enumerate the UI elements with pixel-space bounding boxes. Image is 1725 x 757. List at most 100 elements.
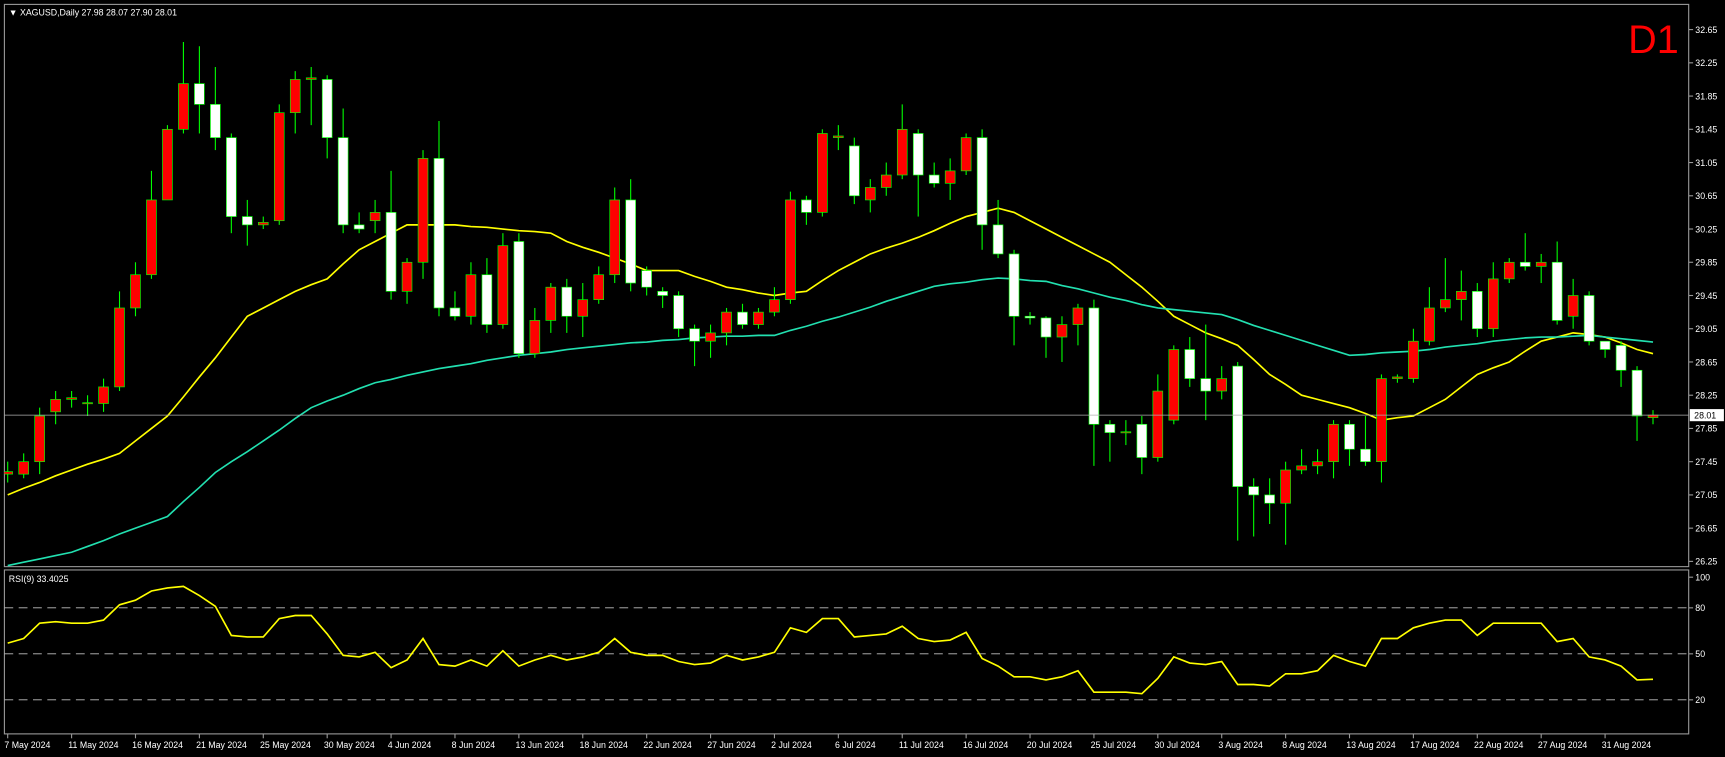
candle-body: [114, 307, 125, 388]
x-tick-label: 11 May 2024: [68, 740, 118, 750]
candle-body: [785, 199, 796, 300]
y-tick-label: 31.05: [1695, 158, 1717, 168]
x-tick-label: 27 Jun 2024: [707, 740, 756, 750]
x-tick-label: 13 Aug 2024: [1346, 740, 1396, 750]
candle-body: [449, 307, 461, 317]
y-tick-label: 50: [1695, 649, 1705, 659]
candle-body: [880, 174, 892, 188]
x-tick-label: 25 May 2024: [260, 740, 311, 750]
x-tick-label: 4 Jun 2024: [388, 740, 432, 750]
candle-body: [673, 295, 684, 330]
candle-body: [1216, 378, 1227, 392]
candle-body: [737, 311, 748, 325]
candle-body: [689, 328, 700, 342]
candle-body: [481, 274, 493, 325]
candle-body: [721, 311, 732, 334]
y-tick-label: 29.85: [1695, 258, 1717, 268]
candle-body: [385, 212, 397, 292]
rsi-header: RSI(9) 33.4025: [9, 574, 69, 584]
candle-body: [1088, 307, 1100, 425]
y-tick-label: 32.25: [1695, 58, 1717, 68]
candle-body: [353, 224, 365, 230]
candle-body: [609, 199, 620, 276]
candle-body: [1184, 349, 1196, 379]
candle-body: [641, 270, 652, 288]
candle-body: [242, 216, 253, 226]
candle-body: [1440, 299, 1451, 309]
candle-body: [865, 187, 876, 201]
candle-body: [960, 137, 972, 172]
ohlc-high: 28.07: [106, 7, 128, 17]
x-tick-label: 8 Jun 2024: [452, 740, 496, 750]
candle-body: [1232, 365, 1243, 487]
candle-body: [18, 461, 29, 475]
x-tick-label: 16 May 2024: [132, 740, 183, 750]
x-tick-label: 20 Jul 2024: [1027, 740, 1073, 750]
candle-body: [1072, 307, 1084, 325]
candle-body: [1344, 423, 1355, 450]
candle-body: [1392, 376, 1403, 379]
candle-body: [1472, 291, 1483, 330]
y-tick-label: 28.25: [1695, 391, 1717, 401]
candle-body: [976, 137, 988, 226]
candle-body: [1104, 423, 1116, 433]
x-tick-label: 6 Jul 2024: [835, 740, 876, 750]
candle-body: [1456, 291, 1467, 300]
candle-body: [1312, 461, 1323, 467]
menu-arrow[interactable]: ▼: [9, 7, 20, 17]
ohlc-close: 28.01: [155, 7, 177, 17]
candle-body: [833, 135, 844, 138]
y-tick-label: 30.25: [1695, 224, 1717, 234]
candle-body: [801, 199, 812, 213]
candle-body: [465, 274, 477, 317]
candle-body: [34, 415, 45, 463]
candle-body: [226, 137, 237, 217]
candle-body: [1152, 390, 1164, 458]
y-tick-label: 27.45: [1695, 457, 1717, 467]
candle-body: [194, 83, 205, 105]
price-plot: [4, 42, 1659, 567]
y-tick-label: 29.45: [1695, 291, 1717, 301]
candle-body: [369, 212, 381, 222]
candle-body: [1583, 295, 1595, 342]
moving-average-line: [7, 277, 1654, 567]
y-tick-label: 26.25: [1695, 557, 1717, 567]
candle-body: [321, 79, 333, 138]
candle-body: [130, 274, 141, 309]
current-price-box: [1689, 409, 1724, 422]
price-panel: [3, 3, 1690, 568]
candle-body: [657, 291, 668, 296]
candle-body: [50, 399, 61, 413]
y-tick-label: 30.65: [1695, 191, 1717, 201]
candle-body: [417, 158, 429, 263]
y-tick-label: 80: [1695, 603, 1705, 613]
x-tick-label: 13 Jun 2024: [516, 740, 565, 750]
candle-body: [1535, 261, 1547, 267]
y-tick-label: 29.05: [1695, 324, 1717, 334]
x-tick-label: 17 Aug 2024: [1410, 740, 1460, 750]
candle-body: [1487, 278, 1499, 330]
candle-body: [337, 137, 349, 226]
y-tick-label: 31.45: [1695, 125, 1717, 135]
candle-body: [1040, 317, 1052, 338]
candle-body: [944, 170, 956, 184]
y-tick-label: 28.65: [1695, 357, 1717, 367]
candle-body: [305, 77, 317, 80]
candle-body: [817, 133, 828, 213]
candle-body: [1008, 253, 1020, 317]
timeframe: D1: [1628, 18, 1679, 62]
rsi-current: 33.4025: [37, 574, 69, 584]
candle-body: [896, 128, 908, 176]
candle-body: [273, 112, 285, 222]
x-tick-label: 7 May 2024: [4, 740, 50, 750]
x-tick-label: 3 Aug 2024: [1218, 740, 1263, 750]
ohlc-low: 27.90: [130, 7, 152, 17]
y-tick-label: 27.85: [1695, 424, 1717, 434]
candle-body: [625, 199, 636, 284]
candle-body: [928, 174, 940, 184]
candle-body: [577, 299, 589, 317]
candle-body: [289, 79, 301, 114]
ohlc-open: 27.98: [82, 7, 104, 17]
